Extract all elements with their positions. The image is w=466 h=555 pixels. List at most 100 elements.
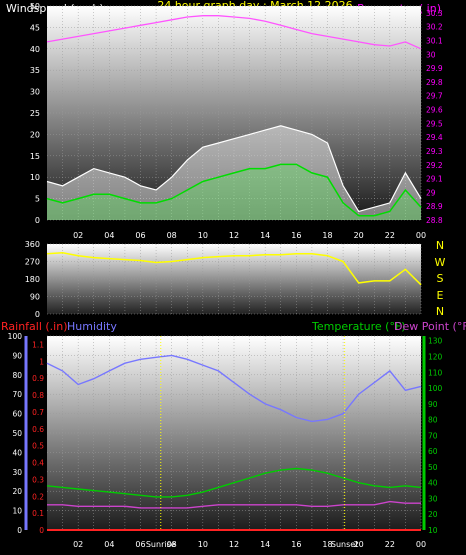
x-tick-label: 22	[385, 231, 395, 240]
wind-y-tick-label: 35	[30, 66, 40, 75]
x-tick-label: 04	[104, 231, 114, 240]
barometer-y-tick-label: 29.9	[426, 64, 443, 73]
temperature-y-tick-label: 20	[428, 510, 438, 519]
barometer-y-tick-label: 29.3	[426, 147, 443, 156]
temperature-y-tick-label: 80	[428, 416, 438, 425]
temperature-axis-title: Temperature (°F)	[311, 320, 406, 333]
humidity-y-tick-label: 100	[8, 332, 23, 341]
barometer-y-tick-label: 29.5	[426, 119, 443, 128]
gust-line	[46, 125, 422, 213]
x-tick-label: 16	[291, 231, 301, 240]
humidity-y-tick-label: 80	[12, 371, 22, 380]
wind-y-tick-label: 45	[30, 23, 40, 32]
humidity-y-tick-label: 40	[12, 448, 22, 457]
humidity-axis-title: Humidity	[67, 320, 117, 333]
rain-y-tick-label: 0.4	[32, 459, 44, 468]
temperature-y-tick-label: 110	[428, 368, 443, 377]
x-tick-label: 22	[385, 540, 395, 549]
humidity-y-tick-label: 50	[12, 429, 22, 438]
x-tick-label: 10	[198, 540, 208, 549]
wind-y-tick-label: 15	[30, 152, 40, 161]
barometer-y-tick-label: 28.9	[426, 202, 443, 211]
humidity-y-tick-label: 90	[12, 351, 22, 360]
barometer-y-tick-label: 29.7	[426, 92, 443, 101]
rain-y-tick-label: 1.1	[32, 340, 44, 349]
dew-point-line	[47, 500, 421, 509]
x-tick-label: 06	[135, 540, 145, 549]
x-tick-label: 00	[416, 231, 426, 240]
grid-lines	[47, 5, 422, 531]
humidity-y-tick-label: 70	[12, 390, 22, 399]
x-tick-label: 20	[354, 231, 364, 240]
temperature-y-tick-label: 70	[428, 431, 438, 440]
x-tick-label: 02	[73, 540, 83, 549]
sunset-label: Sunset	[331, 540, 358, 549]
barometer-y-tick-label: 30	[426, 50, 436, 59]
x-tick-label: 18	[322, 540, 332, 549]
x-tick-label: 14	[260, 540, 270, 549]
x-tick-label: 08	[167, 231, 177, 240]
rain-y-tick-label: 0.1	[32, 509, 44, 518]
barometer-y-tick-label: 29	[426, 188, 436, 197]
dewpoint-axis-title: Dew Point (°F)	[394, 320, 466, 333]
temperature-line	[46, 467, 422, 498]
rain-y-tick-label: 0.3	[32, 475, 44, 484]
barometer-y-tick-label: 28.8	[426, 216, 443, 225]
x-tick-label: 20	[354, 540, 364, 549]
wind-y-tick-label: 30	[30, 88, 40, 97]
humidity-y-tick-label: 60	[12, 410, 22, 419]
temperature-y-tick-label: 100	[428, 384, 443, 393]
temperature-y-tick-label: 130	[428, 337, 443, 346]
barometer-y-tick-label: 30.1	[426, 37, 443, 46]
rain-y-tick-label: 0.9	[32, 374, 44, 383]
barometer-y-tick-label: 29.6	[426, 106, 443, 115]
x-tick-label: 14	[260, 231, 270, 240]
compass-n-top: N	[436, 239, 444, 252]
barometer-line	[46, 15, 422, 50]
rain-y-tick-label: 1	[39, 357, 44, 366]
rain-y-tick-label: 0	[39, 526, 44, 535]
compass-n-bottom: N	[436, 305, 444, 318]
barometer-y-tick-label: 30.3	[426, 9, 443, 18]
barometer-y-tick-label: 29.4	[426, 133, 443, 142]
wind-y-tick-label: 0	[35, 216, 40, 225]
x-tick-label: 06	[135, 231, 145, 240]
temperature-y-tick-label: 60	[428, 447, 438, 456]
wind-line	[46, 163, 422, 217]
x-tick-label: 12	[229, 231, 239, 240]
direction-y-tick-label: 270	[25, 258, 40, 267]
compass-s: S	[437, 272, 444, 285]
wind-y-tick-label: 50	[30, 2, 40, 11]
temperature-y-tick-label: 120	[428, 353, 443, 362]
rain-y-tick-label: 0.2	[32, 492, 44, 501]
rain-y-tick-label: 0.6	[32, 425, 44, 434]
humidity-y-tick-label: 20	[12, 487, 22, 496]
barometer-y-tick-label: 29.8	[426, 78, 443, 87]
humidity-y-tick-label: 0	[17, 526, 22, 535]
humidity-y-tick-label: 10	[12, 507, 22, 516]
x-tick-label: 02	[73, 231, 83, 240]
sunrise-label: Sunrise	[146, 540, 176, 549]
temperature-y-tick-label: 30	[428, 494, 438, 503]
direction-y-tick-label: 180	[25, 275, 40, 284]
wind-y-tick-label: 5	[35, 195, 40, 204]
humidity-line	[46, 354, 422, 423]
wind-y-tick-label: 20	[30, 130, 40, 139]
x-tick-label: 16	[291, 540, 301, 549]
rainfall-axis-title: Rainfall (.in)	[1, 320, 68, 333]
direction-y-tick-label: 90	[30, 293, 40, 302]
x-tick-label: 18	[322, 231, 332, 240]
compass-w: W	[435, 256, 446, 269]
x-tick-label: 12	[229, 540, 239, 549]
humidity-y-tick-label: 30	[12, 468, 22, 477]
temperature-y-tick-label: 90	[428, 400, 438, 409]
wind-y-tick-label: 25	[30, 109, 40, 118]
compass-e: E	[437, 289, 444, 302]
direction-y-tick-label: 360	[25, 240, 40, 249]
rain-y-tick-label: 0.5	[32, 442, 44, 451]
series-layer	[46, 15, 422, 531]
x-tick-label: 00	[416, 540, 426, 549]
temperature-y-tick-label: 50	[428, 463, 438, 472]
